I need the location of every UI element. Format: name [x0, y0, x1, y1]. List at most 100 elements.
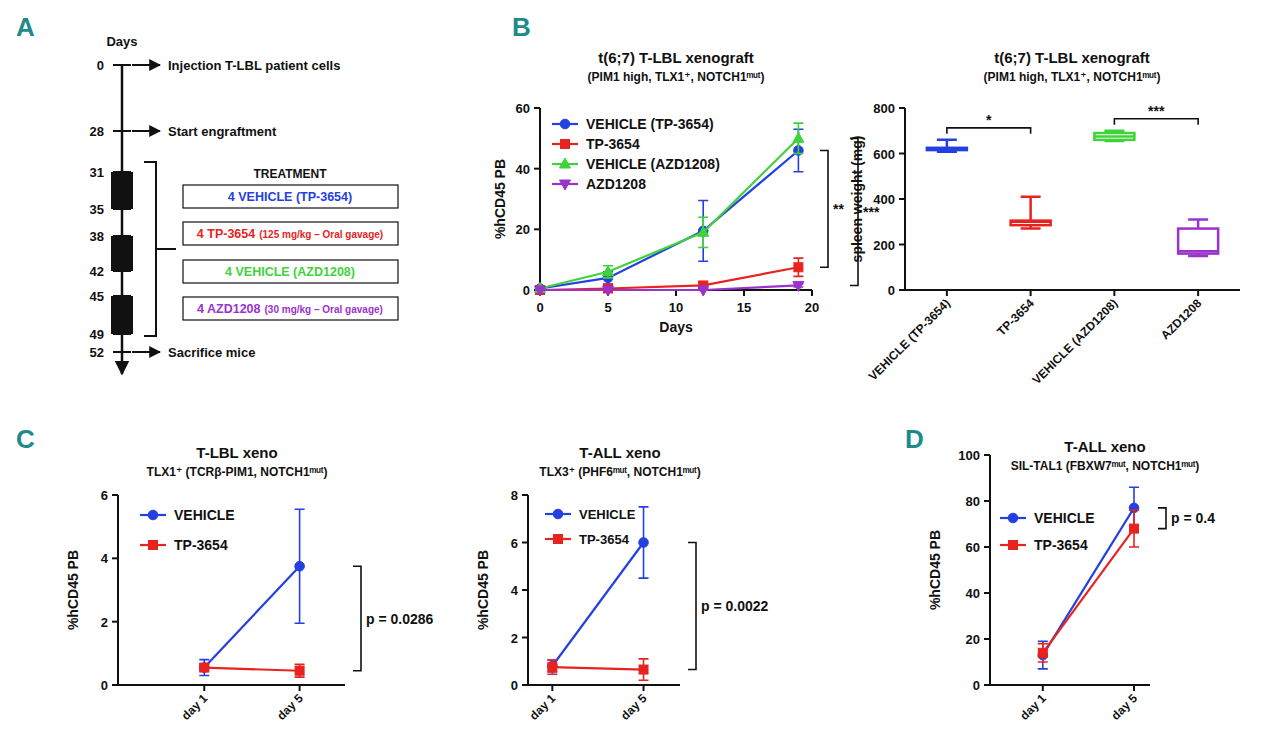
arm-text: 4 VEHICLE (TP-3654) [228, 190, 352, 204]
event-label: Injection T-LBL patient cells [168, 58, 340, 73]
day-tick [113, 171, 131, 173]
x-tick-label: day 1 [179, 691, 211, 723]
x-tick [1133, 685, 1135, 691]
legend-marker [560, 180, 571, 190]
error-bar [295, 664, 305, 677]
x-axis-label: Days [659, 319, 693, 335]
x-axis [990, 684, 1150, 686]
line-chart: 0246%hCD45 PBT-LBL xenoTLX1⁺ (TCRβ-PIM1,… [65, 444, 434, 723]
legend-marker [560, 158, 571, 168]
y-tick-label: 40 [966, 586, 980, 601]
legend-marker [148, 510, 158, 520]
y-tick [534, 107, 540, 109]
error-bar [1038, 644, 1048, 662]
x-axis [118, 684, 345, 686]
annotation-bracket [820, 150, 828, 267]
data-point [639, 665, 648, 674]
error-bar [547, 660, 557, 674]
y-tick-label: 4 [511, 583, 519, 598]
series-line [540, 285, 798, 290]
x-tick [743, 290, 745, 296]
y-tick-label: 600 [873, 147, 895, 162]
panel-label: D [905, 424, 924, 454]
day-tick [113, 333, 131, 335]
x-tick-label: VEHICLE (TP-3654) [866, 296, 953, 383]
series-line [1043, 508, 1134, 655]
legend-label: TP-3654 [579, 532, 630, 547]
arm-box [183, 185, 398, 208]
y-axis [989, 455, 991, 685]
event-arrow [132, 130, 160, 132]
legend-label: VEHICLE (TP-3654) [586, 116, 714, 132]
legend-marker [553, 509, 563, 519]
x-tick [1042, 685, 1044, 691]
day-label: 28 [90, 124, 104, 139]
event-label: Sacrifice mice [168, 345, 255, 360]
x-tick [946, 290, 948, 296]
arm-label: 4 AZD1208 [197, 302, 261, 316]
data-point [200, 663, 209, 672]
day-label: 49 [90, 327, 104, 342]
figure: ABCDDays0Injection T-LBL patient cells28… [0, 0, 1280, 742]
arm-note: (125 mg/kg – Oral gavage) [259, 229, 383, 240]
axis-title: Days [106, 34, 137, 49]
y-axis-label: %hCD45 PB [927, 530, 943, 610]
arm-label: 4 TP-3654 [197, 227, 255, 241]
y-axis [117, 495, 119, 685]
data-point [1130, 524, 1139, 533]
x-axis [528, 684, 680, 686]
x-tick-label: 5 [604, 300, 611, 315]
y-tick-label: 6 [101, 488, 108, 503]
annotation: p = 0.0286 [366, 611, 434, 627]
x-tick [811, 290, 813, 296]
series-line [204, 668, 299, 671]
series-line [552, 667, 643, 669]
day-tick [113, 208, 131, 210]
arm-label: 4 VEHICLE (AZD1208) [225, 265, 355, 279]
y-tick [534, 228, 540, 230]
legend-marker [560, 119, 570, 129]
day-label: 31 [90, 165, 104, 180]
y-tick-label: 2 [511, 631, 518, 646]
day-tick [113, 235, 131, 237]
y-tick-label: 4 [101, 551, 109, 566]
y-axis [539, 108, 541, 290]
x-tick [643, 685, 645, 691]
y-tick-label: 100 [958, 448, 980, 463]
x-tick-label: 10 [669, 300, 683, 315]
data-point [794, 263, 803, 272]
y-tick [899, 107, 905, 109]
treatment-block [111, 236, 133, 271]
data-point [548, 663, 557, 672]
legend-label: TP-3654 [1034, 537, 1088, 553]
x-tick-label: day 5 [1109, 691, 1141, 723]
legend-label: VEHICLE [579, 507, 636, 522]
y-tick-label: 60 [516, 101, 530, 116]
plot-area [199, 509, 304, 677]
box-median [927, 148, 967, 151]
y-tick [522, 542, 528, 544]
y-tick-label: 0 [511, 678, 518, 693]
y-tick [899, 153, 905, 155]
legend-marker [554, 535, 563, 544]
x-tick [1113, 290, 1115, 296]
day-label: 42 [90, 264, 104, 279]
line-chart: 0204060%hCD45 PBt(6;7) T-LBL xenograft(P… [492, 49, 880, 335]
y-tick-label: 6 [511, 536, 518, 551]
background [0, 0, 1280, 742]
chart-title: T-LBL xeno [196, 444, 277, 461]
day-tick [113, 130, 131, 132]
event-arrow [132, 64, 160, 66]
legend-marker [561, 140, 570, 149]
y-tick [112, 557, 118, 559]
y-tick [899, 198, 905, 200]
error-bar [793, 123, 803, 153]
day-tick [113, 270, 131, 272]
error-bar [1129, 510, 1139, 547]
arm-box [183, 222, 398, 245]
y-tick [112, 621, 118, 623]
y-tick [899, 244, 905, 246]
x-tick-label: 0 [536, 300, 543, 315]
plot-area [535, 123, 804, 296]
series-line [204, 566, 299, 667]
